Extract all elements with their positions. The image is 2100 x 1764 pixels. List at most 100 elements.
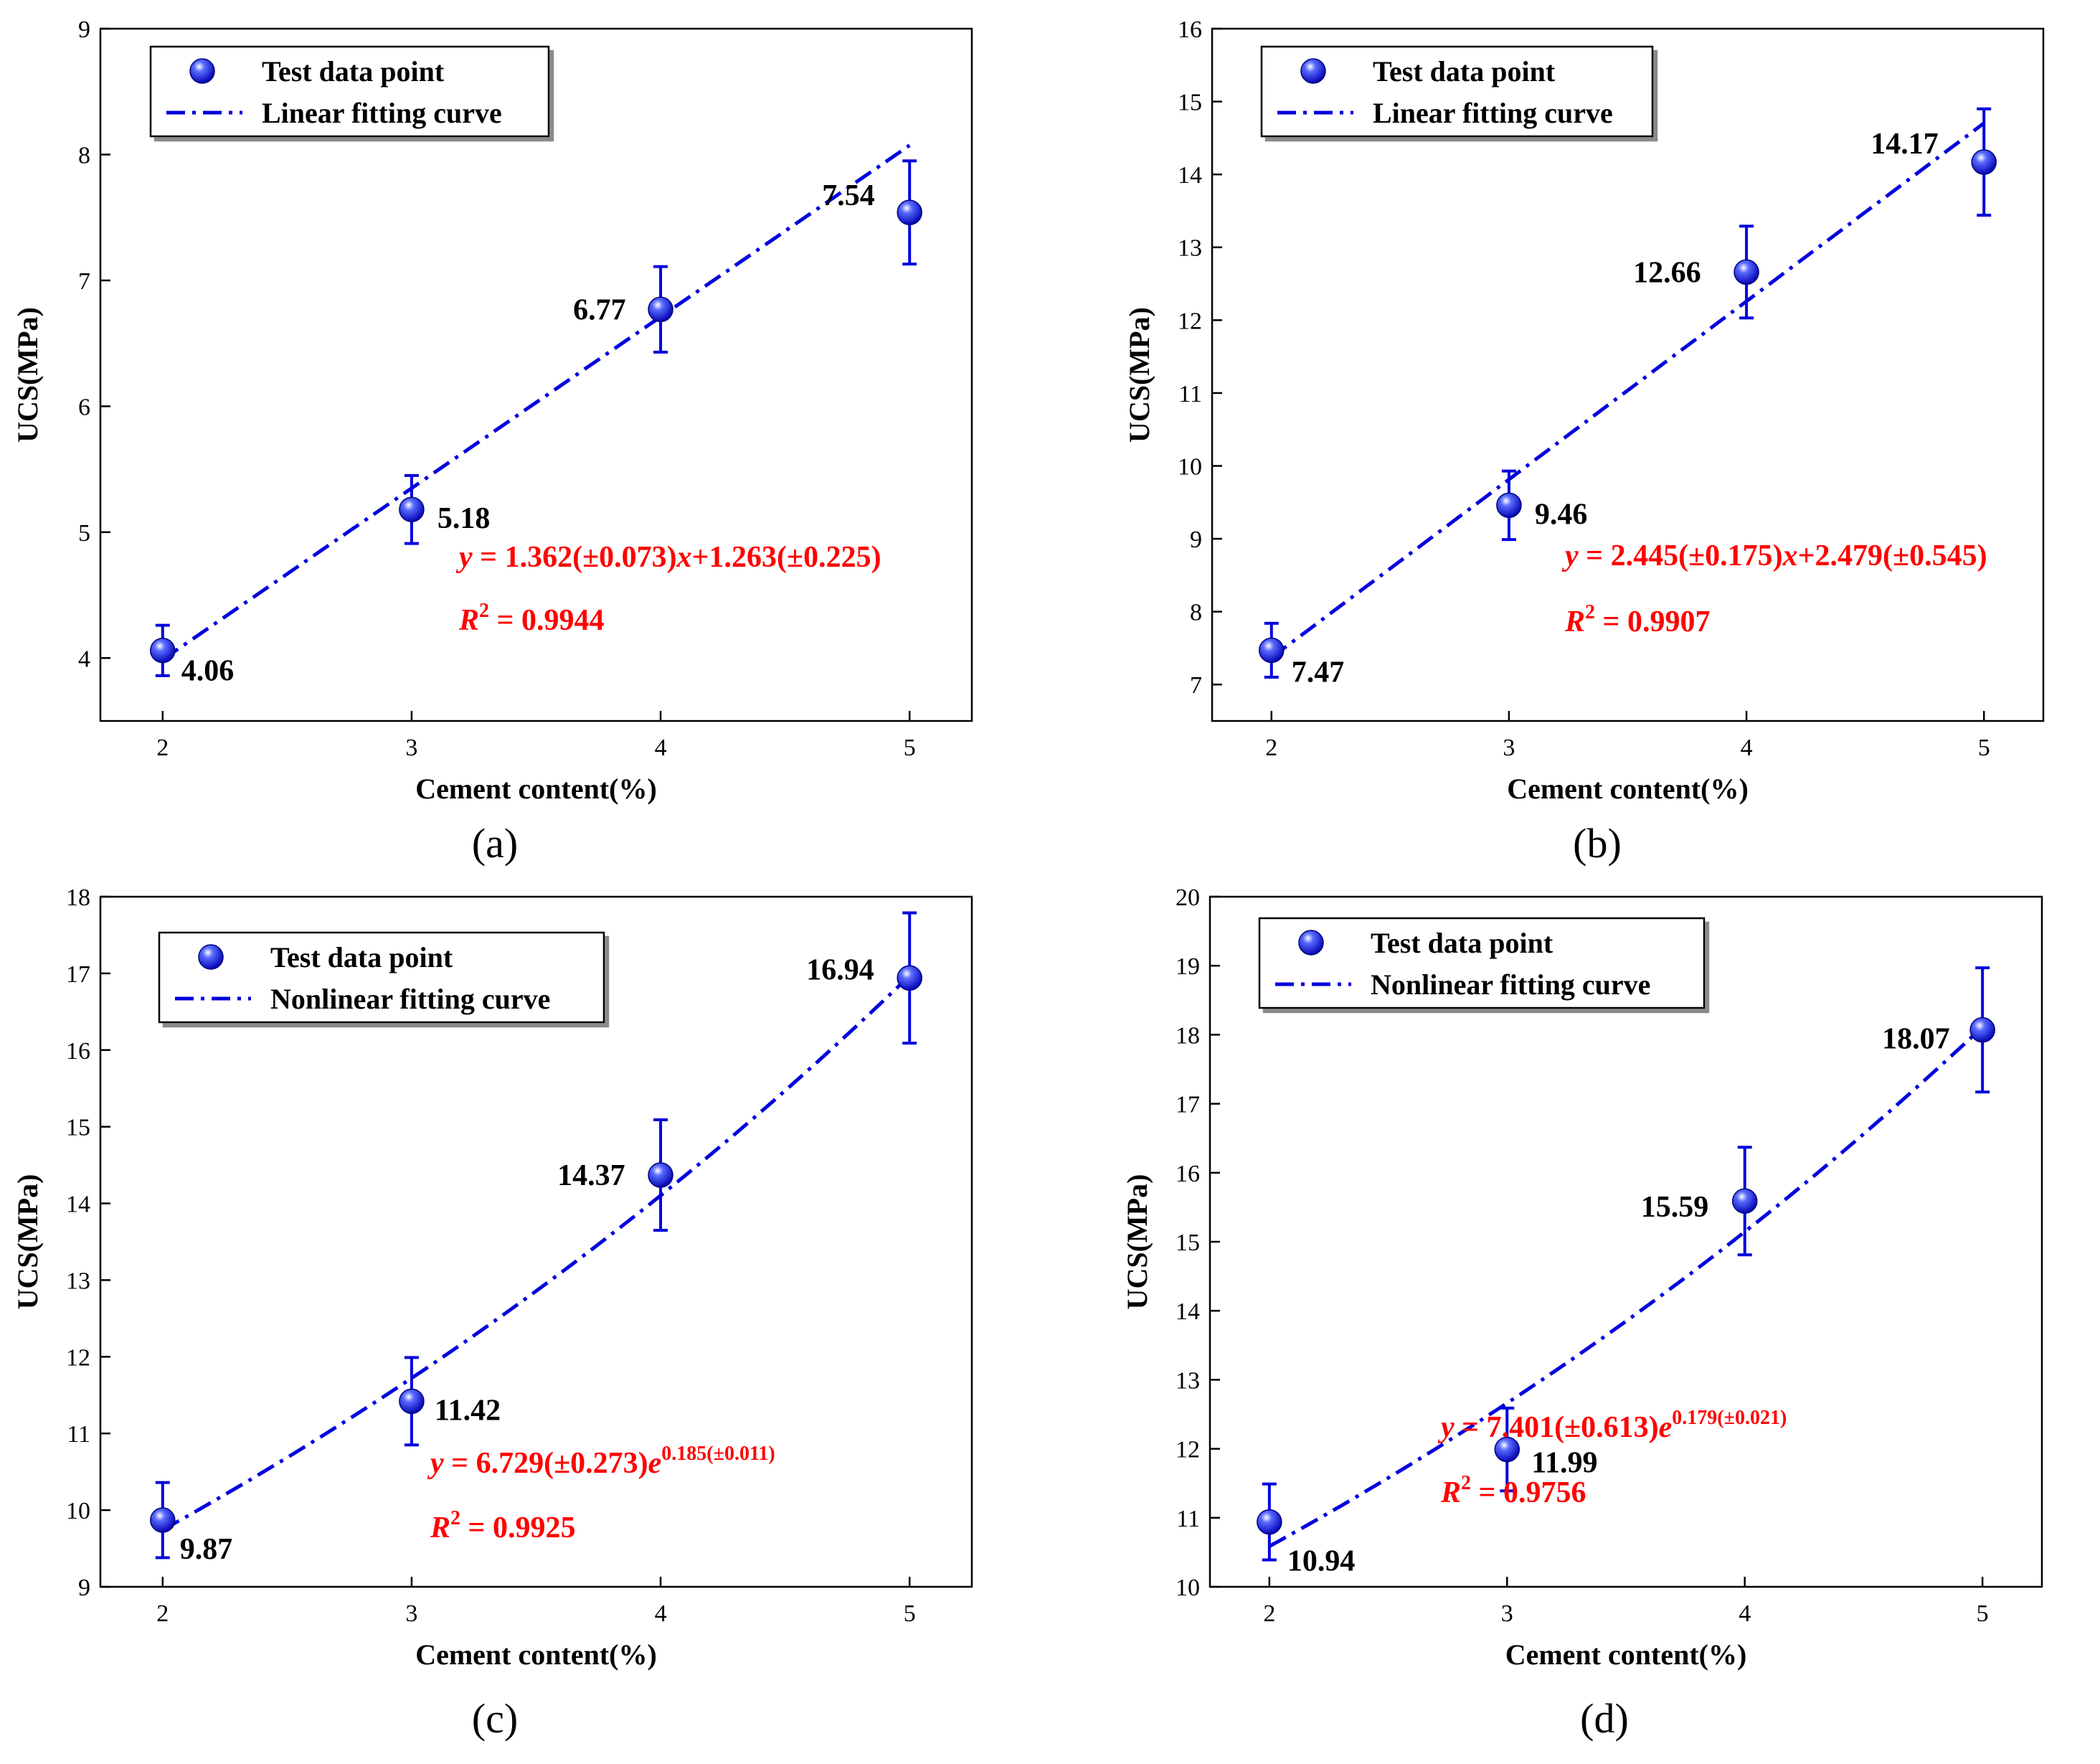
y-axis-title: UCS(MPa)	[11, 307, 44, 443]
eq-var: e	[648, 1447, 662, 1480]
eq-exponent: 0.179(±0.021)	[1672, 1407, 1787, 1429]
data-point	[1731, 1188, 1758, 1214]
eq-y: y	[1437, 1411, 1455, 1444]
r-squared: R2 = 0.9907	[1564, 601, 1710, 638]
y-tick-label: 11	[67, 1421, 90, 1448]
legend-marker	[1300, 58, 1326, 84]
x-axis-title: Cement content(%)	[1505, 1638, 1747, 1671]
y-tick-label: 10	[1176, 1575, 1200, 1601]
x-tick-label: 2	[156, 735, 169, 761]
data-label: 4.06	[181, 655, 234, 688]
panel-caption: (b)	[1573, 820, 1622, 867]
y-tick-label: 13	[1178, 235, 1202, 262]
data-point	[1971, 149, 1997, 175]
fit-curve	[1268, 1025, 1984, 1548]
y-tick-label: 15	[1178, 90, 1202, 116]
data-label: 15.59	[1641, 1191, 1709, 1224]
data-label: 16.94	[806, 953, 874, 986]
eq-var: x	[676, 541, 692, 574]
data-label: 6.77	[573, 293, 626, 326]
y-axis-title: UCS(MPa)	[1123, 307, 1155, 443]
eq-suffix: +1.263(±0.225)	[692, 541, 881, 574]
data-point	[1969, 1017, 1995, 1043]
fit-equation: y = 6.729(±0.273)e0.185(±0.011)	[427, 1443, 775, 1480]
legend-label-points: Test data point	[262, 55, 445, 88]
chart-panel-a: 4 5 6 7 8 9 2 3 4 5 Cement content(%) UCS(MPa) 4.06 5…	[0, 0, 1050, 882]
legend-marker	[189, 58, 215, 84]
x-tick-label: 2	[1265, 735, 1277, 761]
y-tick-label: 11	[1178, 381, 1202, 407]
y-tick-label: 10	[1178, 453, 1202, 480]
x-tick-label: 5	[904, 735, 916, 761]
eq-y: y	[427, 1447, 444, 1480]
panel-caption: (c)	[472, 1695, 518, 1742]
y-tick-label: 8	[78, 142, 90, 169]
y-tick-label: 14	[1178, 162, 1202, 189]
eq-prefix: = 1.362(±0.073)	[473, 541, 677, 574]
y-tick-label: 12	[1178, 308, 1202, 334]
legend: Test data point Linear fitting curve	[1260, 45, 1654, 138]
y-tick-label: 6	[78, 394, 90, 420]
legend-marker	[1298, 930, 1324, 956]
chart-c: 9 10 11 12 13 14 15 16 17 18 2 3 4 5 Cement content(%)…	[11, 885, 973, 1742]
data-point	[1494, 1436, 1520, 1463]
data-point	[648, 1162, 673, 1188]
y-tick-label: 19	[1176, 953, 1200, 980]
y-tick-label: 12	[66, 1344, 90, 1371]
legend-label-curve: Nonlinear fitting curve	[1371, 968, 1650, 1001]
data-label: 18.07	[1882, 1023, 1950, 1056]
y-tick-label: 18	[1176, 1022, 1200, 1049]
chart-panel-d: 10 11 12 13 14 15 16 17 18 19 20 2 3 4 5 Cement content…	[1050, 882, 2100, 1764]
data-point	[399, 1388, 425, 1415]
plot-frame	[99, 27, 973, 722]
chart-panel-b: 7 8 9 10 11 12 13 14 15 16 2 3 4 5 Cement content(%) UC…	[1050, 0, 2100, 882]
eq-exponent: 0.185(±0.011)	[661, 1443, 775, 1465]
data-point	[897, 965, 922, 991]
data-label: 12.66	[1633, 256, 1701, 289]
x-tick-label: 3	[405, 1600, 417, 1627]
r-squared: R2 = 0.9756	[1440, 1472, 1586, 1509]
r-squared-value: = 0.9907	[1595, 605, 1710, 638]
y-tick-label: 17	[66, 961, 90, 988]
eq-y: y	[1561, 539, 1579, 572]
fit-curve	[161, 143, 911, 661]
r-squared-value: = 0.9944	[489, 604, 604, 637]
x-tick-label: 4	[655, 1600, 667, 1627]
data-label: 14.37	[557, 1159, 625, 1192]
data-point	[1257, 1509, 1282, 1535]
y-tick-label: 7	[1190, 672, 1202, 699]
chart-a: 4 5 6 7 8 9 2 3 4 5 Cement content(%) UCS(MPa) 4.06 5…	[11, 16, 973, 867]
y-tick-label: 14	[66, 1192, 90, 1218]
eq-prefix: = 2.445(±0.175)	[1579, 539, 1783, 572]
panel-caption: (d)	[1580, 1695, 1629, 1742]
x-tick-label: 4	[1741, 735, 1753, 761]
r-squared: R2 = 0.9925	[430, 1507, 575, 1544]
y-tick-label: 9	[1190, 527, 1202, 553]
data-point	[897, 199, 922, 225]
legend-label-points: Test data point	[1373, 55, 1556, 88]
eq-suffix: +2.479(±0.545)	[1798, 539, 1987, 572]
data-label: 5.18	[438, 502, 491, 535]
y-tick-label: 17	[1176, 1092, 1200, 1118]
y-tick-label: 15	[66, 1115, 90, 1141]
fit-equation: y = 7.401(±0.613)e0.179(±0.021)	[1437, 1407, 1787, 1444]
y-tick-label: 18	[66, 885, 90, 911]
y-tick-label: 9	[78, 16, 90, 43]
x-tick-label: 2	[156, 1600, 169, 1627]
data-point	[1259, 637, 1285, 664]
data-label: 9.87	[180, 1533, 232, 1566]
eq-prefix: = 6.729(±0.273)	[444, 1447, 648, 1480]
y-tick-label: 16	[1176, 1161, 1200, 1187]
plot-frame	[1211, 27, 2045, 722]
eq-prefix: = 7.401(±0.613)	[1455, 1411, 1659, 1444]
data-label: 14.17	[1870, 128, 1939, 161]
y-tick-label: 11	[1176, 1506, 1200, 1532]
y-tick-label: 14	[1176, 1298, 1200, 1325]
eq-var: e	[1659, 1411, 1673, 1444]
y-tick-label: 16	[66, 1038, 90, 1065]
chart-d: 10 11 12 13 14 15 16 17 18 19 20 2 3 4 5 Cement content…	[1121, 885, 2043, 1742]
chart-b: 7 8 9 10 11 12 13 14 15 16 2 3 4 5 Cement content(%) UC…	[1123, 16, 2045, 867]
x-tick-label: 4	[655, 735, 667, 761]
panel-caption: (a)	[472, 820, 518, 867]
y-tick-label: 20	[1176, 885, 1200, 911]
